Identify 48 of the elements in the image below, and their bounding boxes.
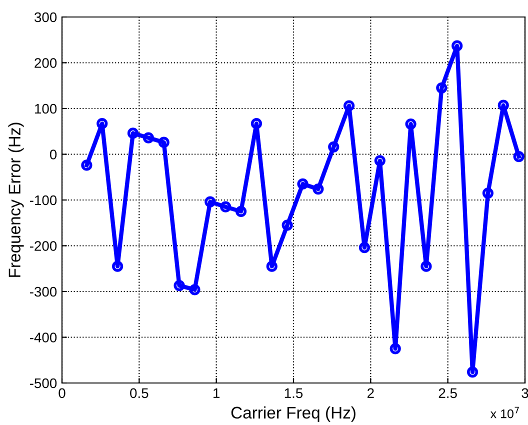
- point: [235, 206, 247, 217]
- point: [96, 118, 108, 130]
- point: [358, 242, 370, 254]
- point: [466, 366, 478, 378]
- y-tick-label: 200: [34, 58, 57, 68]
- point: [405, 118, 416, 130]
- x-tick-label: 3: [522, 388, 528, 398]
- point: [328, 141, 340, 152]
- point: [513, 150, 524, 162]
- point: [282, 220, 293, 231]
- point: [374, 155, 386, 166]
- point: [189, 284, 200, 296]
- point: [452, 40, 463, 52]
- y-tick-label: -200: [30, 241, 57, 251]
- y-tick-label: -100: [30, 195, 57, 206]
- point: [204, 196, 216, 208]
- point: [174, 280, 185, 292]
- point: [220, 201, 232, 212]
- y-axis-title: Frequency Error (Hz): [8, 122, 24, 277]
- text: x 10$^{7}$: [490, 406, 519, 418]
- point: [312, 183, 324, 195]
- point: [420, 260, 432, 272]
- x-tick-label: 2: [368, 388, 374, 398]
- point: [266, 260, 278, 272]
- point: [436, 82, 448, 94]
- point: [297, 178, 308, 190]
- point: [158, 136, 170, 148]
- x-tick-label: 2.5: [438, 388, 457, 398]
- point: [344, 100, 355, 112]
- y-tick-label: -500: [30, 378, 57, 388]
- x-tick-label: 1.5: [284, 388, 303, 398]
- point: [498, 100, 509, 111]
- x-axis-title: Carrier Freq (Hz): [231, 406, 356, 422]
- point: [81, 160, 92, 171]
- y-tick-label: -400: [30, 332, 57, 342]
- point: [482, 188, 494, 199]
- point: [142, 132, 154, 144]
- x-tick-label: 0: [58, 388, 66, 398]
- y-tick-label: -300: [30, 286, 57, 297]
- y-tick-label: 0: [50, 150, 57, 160]
- point: [390, 343, 401, 354]
- y-tick-label: 300: [34, 12, 57, 22]
- point: [127, 128, 139, 139]
- y-tick-label: 100: [35, 104, 57, 114]
- point: [250, 118, 262, 130]
- point: [112, 260, 124, 272]
- x-tick-label: 1: [214, 388, 220, 398]
- x-tick-label: 0.5: [130, 388, 148, 398]
